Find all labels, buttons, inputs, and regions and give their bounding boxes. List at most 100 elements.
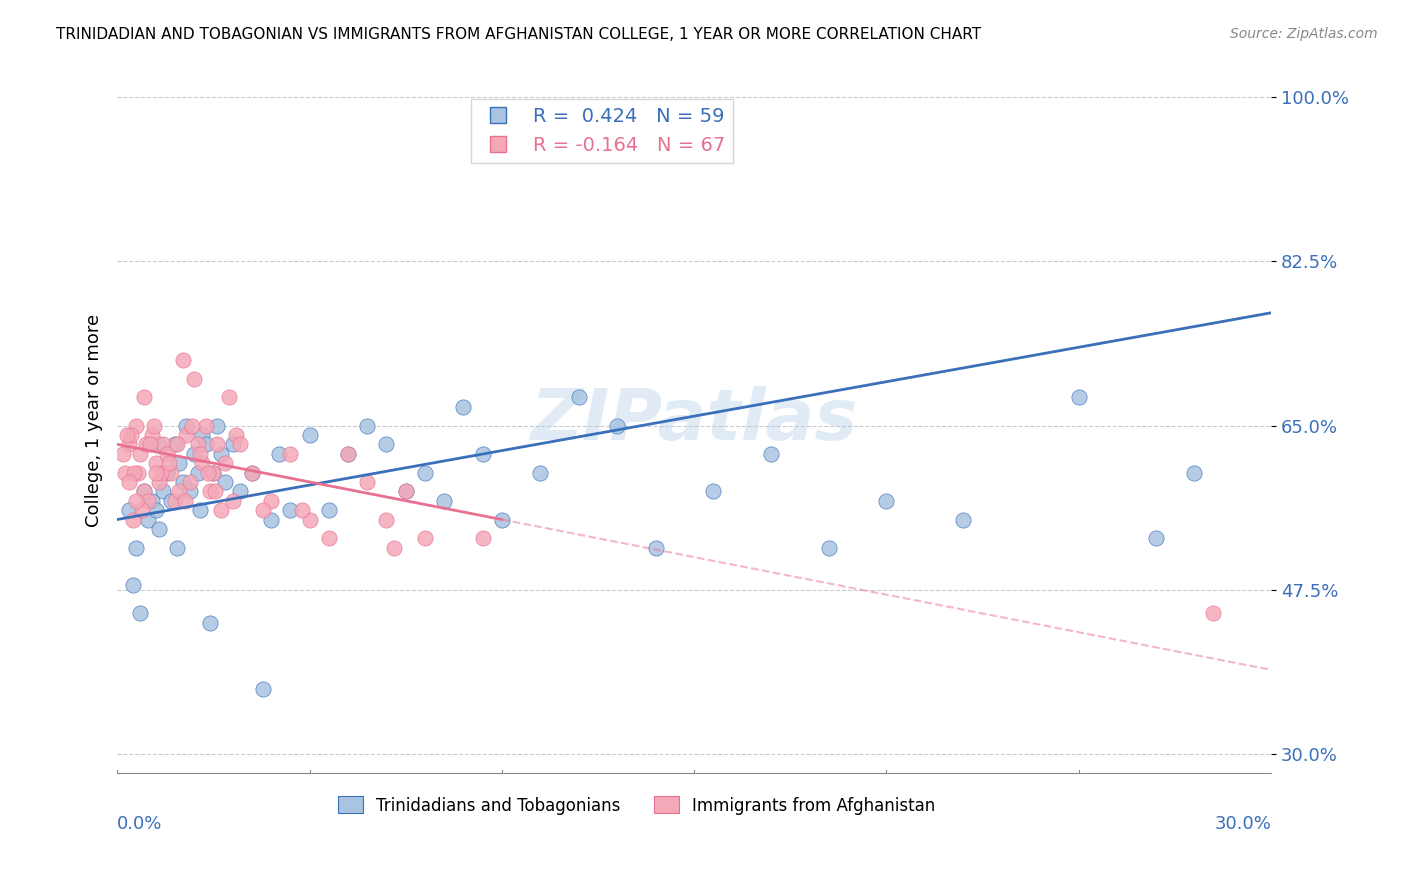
- Text: Source: ZipAtlas.com: Source: ZipAtlas.com: [1230, 27, 1378, 41]
- Point: [187, 437, 209, 451]
- Point: [298, 512, 321, 526]
- Point: [120, 428, 142, 442]
- Point: [132, 484, 155, 499]
- Text: 30.0%: 30.0%: [1215, 815, 1271, 833]
- Point: [252, 681, 274, 696]
- Point: [759, 447, 782, 461]
- Point: [142, 418, 165, 433]
- Point: [188, 447, 211, 461]
- Point: [952, 512, 974, 526]
- Point: [252, 503, 274, 517]
- Point: [146, 437, 169, 451]
- Point: [875, 493, 897, 508]
- Point: [125, 541, 148, 555]
- Point: [152, 437, 174, 451]
- Point: [167, 484, 190, 499]
- Point: [471, 531, 494, 545]
- Point: [145, 456, 167, 470]
- Point: [198, 615, 221, 630]
- Point: [382, 541, 405, 555]
- Point: [318, 503, 340, 517]
- Point: [278, 503, 301, 517]
- Point: [202, 466, 225, 480]
- Point: [229, 437, 252, 451]
- Point: [141, 493, 163, 508]
- Point: [166, 437, 188, 451]
- Point: [240, 466, 263, 480]
- Text: 0.0%: 0.0%: [117, 815, 163, 833]
- Point: [118, 475, 141, 489]
- Point: [395, 484, 418, 499]
- Point: [209, 503, 232, 517]
- Point: [176, 428, 198, 442]
- Point: [127, 466, 149, 480]
- Text: ZIPatlas: ZIPatlas: [530, 386, 858, 455]
- Point: [118, 503, 141, 517]
- Point: [1202, 607, 1225, 621]
- Point: [260, 512, 283, 526]
- Point: [221, 493, 243, 508]
- Point: [356, 418, 378, 433]
- Point: [132, 390, 155, 404]
- Point: [136, 493, 159, 508]
- Point: [160, 466, 183, 480]
- Point: [644, 541, 666, 555]
- Point: [183, 371, 205, 385]
- Point: [191, 456, 214, 470]
- Point: [145, 503, 167, 517]
- Point: [129, 447, 152, 461]
- Point: [150, 466, 173, 480]
- Point: [139, 437, 162, 451]
- Point: [181, 418, 204, 433]
- Point: [229, 484, 252, 499]
- Legend: Trinidadians and Tobagonians, Immigrants from Afghanistan: Trinidadians and Tobagonians, Immigrants…: [330, 789, 942, 822]
- Point: [205, 437, 228, 451]
- Point: [214, 456, 236, 470]
- Point: [817, 541, 839, 555]
- Point: [163, 437, 186, 451]
- Point: [141, 428, 163, 442]
- Point: [267, 447, 290, 461]
- Point: [413, 466, 436, 480]
- Point: [395, 484, 418, 499]
- Point: [204, 484, 226, 499]
- Point: [433, 493, 456, 508]
- Point: [172, 475, 194, 489]
- Point: [225, 428, 247, 442]
- Point: [145, 466, 167, 480]
- Point: [298, 428, 321, 442]
- Point: [125, 418, 148, 433]
- Point: [214, 475, 236, 489]
- Point: [121, 512, 143, 526]
- Point: [121, 578, 143, 592]
- Point: [471, 447, 494, 461]
- Point: [148, 522, 170, 536]
- Point: [318, 531, 340, 545]
- Point: [375, 512, 398, 526]
- Point: [125, 493, 148, 508]
- Point: [115, 428, 138, 442]
- Point: [124, 466, 146, 480]
- Point: [218, 390, 240, 404]
- Point: [118, 437, 141, 451]
- Point: [188, 503, 211, 517]
- Point: [260, 493, 283, 508]
- Point: [167, 456, 190, 470]
- Point: [136, 512, 159, 526]
- Point: [152, 484, 174, 499]
- Point: [453, 400, 475, 414]
- Point: [197, 466, 219, 480]
- Point: [194, 437, 217, 451]
- Point: [157, 456, 180, 470]
- Point: [278, 447, 301, 461]
- Point: [183, 447, 205, 461]
- Point: [1067, 390, 1090, 404]
- Point: [491, 512, 513, 526]
- Point: [1144, 531, 1167, 545]
- Point: [179, 484, 201, 499]
- Point: [240, 466, 263, 480]
- Point: [148, 475, 170, 489]
- Point: [166, 541, 188, 555]
- Point: [111, 447, 134, 461]
- Point: [160, 493, 183, 508]
